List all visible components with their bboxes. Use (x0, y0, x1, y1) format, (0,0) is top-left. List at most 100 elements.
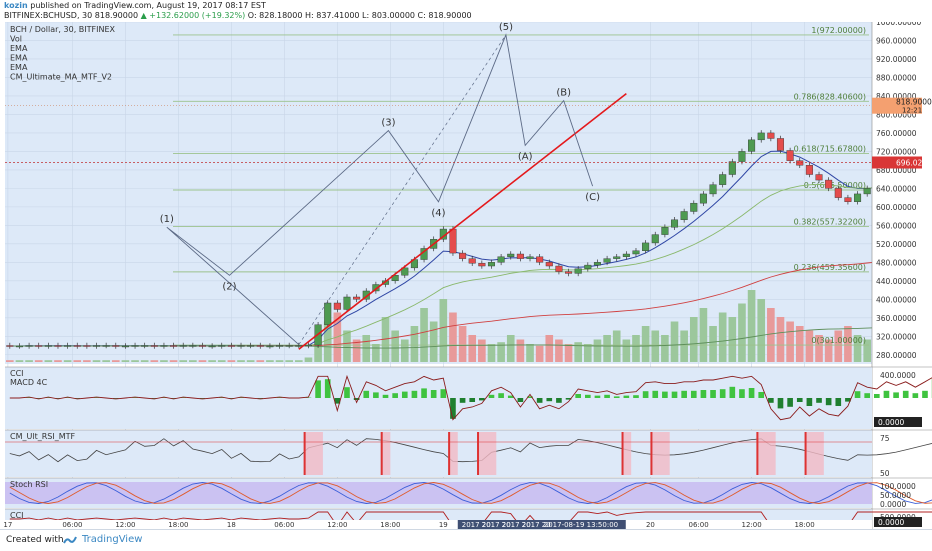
volume-bar (237, 360, 245, 362)
candle (835, 188, 842, 197)
pane-tick-label: 100.0000 (880, 482, 916, 491)
candle (286, 346, 293, 347)
macd-histogram-bar (604, 395, 610, 398)
candle (546, 262, 553, 266)
macd-histogram-bar (546, 398, 552, 401)
volume-bar (285, 360, 293, 362)
tradingview-brand[interactable]: TradingView (82, 534, 142, 545)
candle (103, 346, 110, 347)
candle (190, 346, 197, 347)
candle (642, 243, 649, 251)
volume-bar (603, 335, 611, 362)
price-tick-label: 920.00000 (876, 55, 917, 64)
price-change: ▲ +132.62000 (+19.32%) (141, 11, 246, 20)
volume-bar (305, 358, 313, 363)
pane-value-label: 0.0000 (878, 518, 904, 527)
current-price: 818.90000 (95, 11, 138, 20)
candle (35, 346, 42, 347)
macd-histogram-bar (431, 390, 437, 398)
candle (758, 133, 765, 140)
macd-histogram-bar (672, 392, 678, 398)
candle (141, 346, 148, 347)
author-name[interactable]: kozin (4, 1, 28, 10)
macd-histogram-bar (489, 395, 495, 398)
candle (575, 269, 582, 274)
price-tick-label: 600.00000 (876, 203, 917, 212)
candle (267, 346, 274, 347)
volume-bar (362, 335, 370, 362)
candle (613, 257, 620, 259)
macd-histogram-bar (595, 396, 601, 398)
macd-histogram-bar (691, 391, 697, 398)
volume-bar (680, 331, 688, 363)
macd-histogram-bar (498, 393, 504, 398)
rsi-overbought-zone (756, 432, 775, 475)
marker-price-label: 696.02205 (896, 158, 932, 167)
candle (498, 257, 505, 263)
candle (796, 161, 803, 166)
wave-label: (C) (585, 192, 600, 203)
candle (112, 346, 119, 347)
candle (228, 346, 235, 347)
macd-histogram-bar (758, 392, 764, 398)
volume-bar (208, 360, 216, 362)
pane-title: CCI (10, 511, 24, 520)
candle (276, 346, 283, 347)
price-tick-label: 560.00000 (876, 221, 917, 230)
time-tick-label: 06:00 (62, 521, 82, 529)
volume-bar (661, 335, 669, 362)
candle (180, 346, 187, 347)
rsi-overbought-zone (304, 432, 323, 475)
wave-label: (1) (160, 214, 174, 225)
macd-histogram-bar (903, 391, 909, 398)
volume-bar (430, 322, 438, 363)
price-tick-label: 280.00000 (876, 351, 917, 360)
indicator-pane-bg (5, 430, 872, 477)
macd-histogram-bar (633, 395, 639, 398)
volume-bar (199, 360, 207, 362)
candle (26, 346, 33, 347)
rsi-signal-bar (650, 432, 652, 475)
candle (845, 198, 852, 202)
volume-bar (343, 331, 351, 363)
volume-bar (141, 360, 149, 362)
time-tick-label: 06:00 (689, 521, 709, 529)
candle (469, 259, 476, 264)
legend-entry: BCH / Dollar, 30, BITFINEX (10, 25, 116, 34)
candle (16, 346, 23, 347)
legend-entry: CM_Ultimate_MA_MTF_V2 (10, 73, 112, 82)
rsi-signal-bar (477, 432, 479, 475)
candle (671, 220, 678, 227)
time-tick-label: 12:00 (327, 521, 347, 529)
volume-bar (440, 299, 448, 362)
volume-bar (449, 313, 457, 363)
macd-histogram-bar (730, 387, 736, 398)
volume-bar (160, 360, 168, 362)
crosshair-time-label: 2017-08-19 13:50:00 (544, 521, 618, 529)
macd-histogram-bar (421, 388, 427, 398)
macd-histogram-bar (797, 398, 803, 402)
trading-chart[interactable]: 1(972.00000)0.786(828.40600)0.618(715.67… (0, 22, 932, 529)
macd-histogram-bar (624, 396, 630, 398)
price-tick-label: 1000.00000 (876, 22, 922, 27)
macd-histogram-bar (749, 388, 755, 398)
price-tick-label: 360.00000 (876, 314, 917, 323)
candle (305, 345, 312, 346)
candle (7, 346, 14, 347)
candle (825, 180, 832, 188)
candle (353, 297, 360, 299)
candle (806, 165, 813, 174)
rsi-overbought-zone (650, 432, 669, 475)
candle (739, 151, 746, 161)
publish-line: kozin published on TradingView.com, Augu… (4, 1, 266, 10)
candle (662, 227, 669, 234)
macd-histogram-bar (373, 392, 379, 398)
countdown-label: 12:21 (902, 107, 922, 115)
macd-histogram-bar (556, 398, 562, 403)
volume-bar (642, 326, 650, 362)
macd-histogram-bar (315, 380, 321, 398)
candle (257, 346, 264, 347)
macd-histogram-bar (787, 398, 793, 407)
volume-bar (545, 335, 553, 362)
macd-histogram-bar (392, 393, 398, 398)
